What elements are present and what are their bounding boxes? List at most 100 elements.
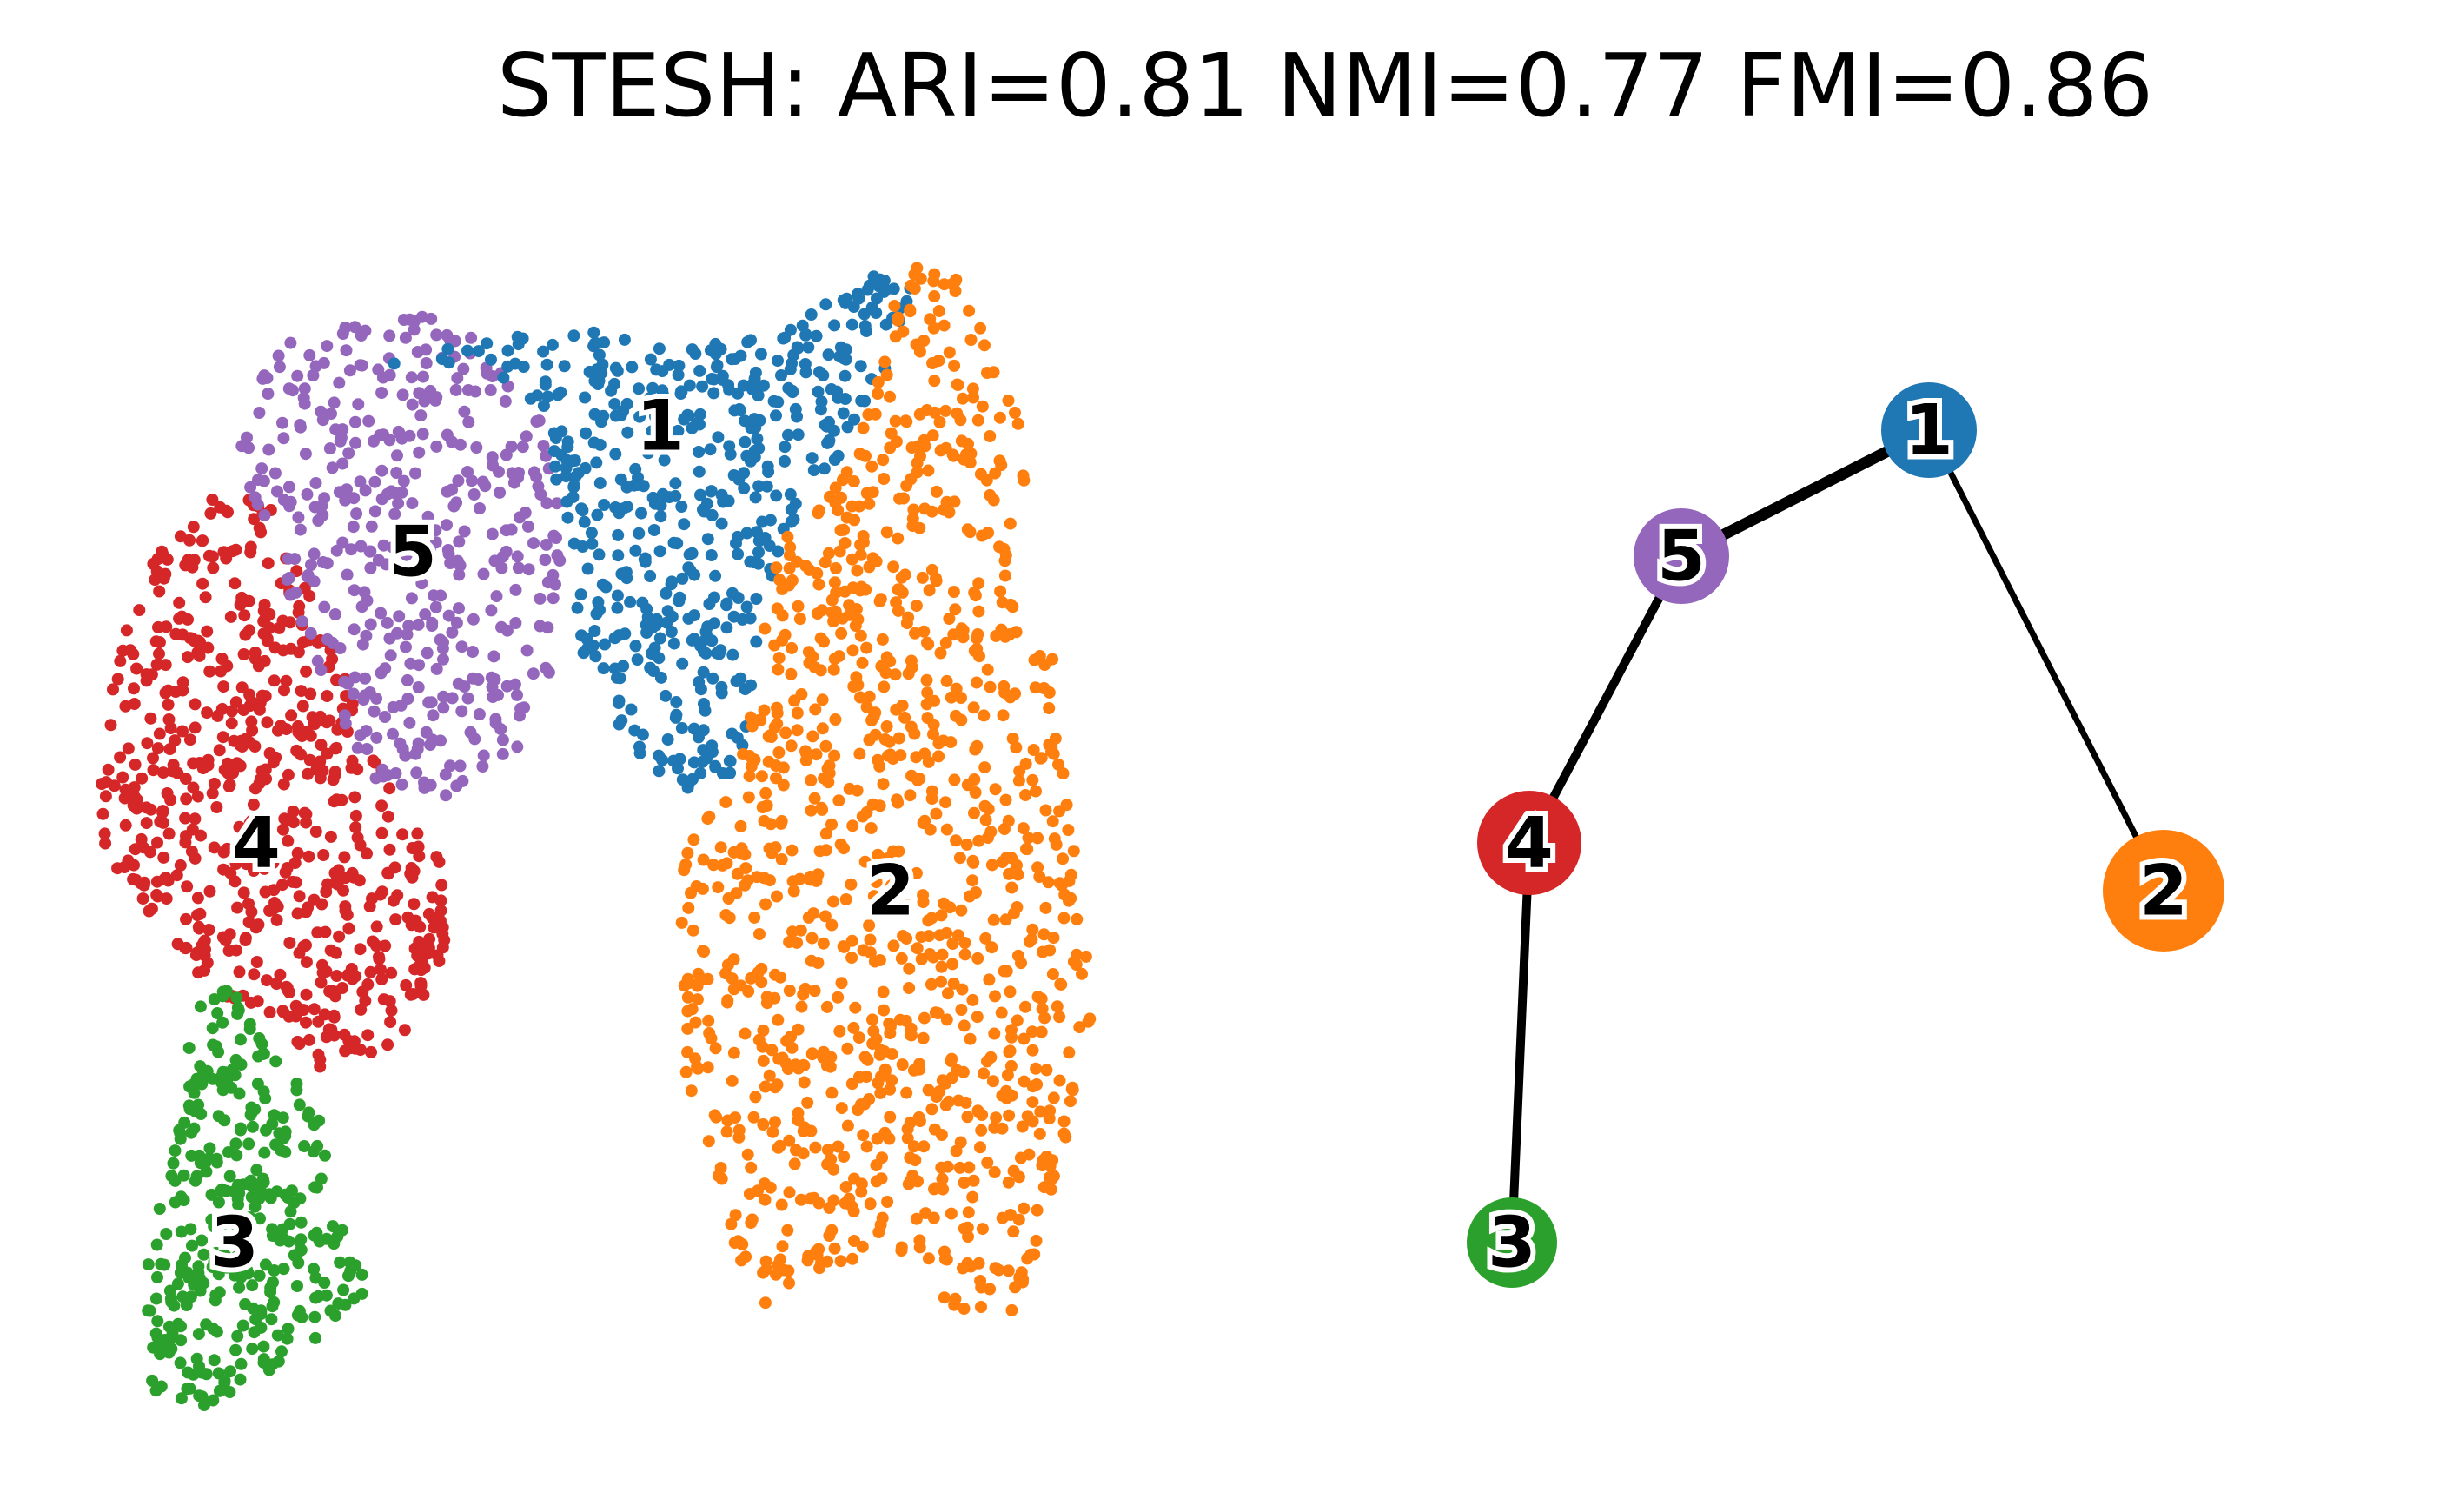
scatter-point-cluster-5 [451,372,464,385]
scatter-point-cluster-1 [587,326,600,339]
scatter-point-cluster-1 [650,613,663,626]
scatter-point-cluster-5 [273,361,286,374]
scatter-point-cluster-5 [368,475,381,488]
scatter-point-cluster-2 [709,1042,722,1055]
scatter-point-cluster-3 [273,1127,286,1140]
scatter-point-cluster-1 [726,648,739,661]
scatter-point-cluster-3 [275,1230,288,1242]
scatter-point-cluster-3 [282,1323,295,1336]
scatter-point-cluster-2 [722,892,735,905]
scatter-point-cluster-2 [1051,1000,1064,1013]
scatter-point-cluster-5 [304,627,317,640]
scatter-point-cluster-2 [878,473,891,485]
scatter-point-cluster-2 [865,460,878,473]
scatter-point-cluster-1 [786,384,799,397]
scatter-point-cluster-5 [369,772,382,785]
scatter-point-cluster-3 [189,1104,202,1117]
scatter-point-cluster-5 [455,705,468,718]
scatter-point-cluster-5 [388,507,401,521]
scatter-point-cluster-2 [971,414,984,427]
scatter-point-cluster-3 [211,1007,224,1019]
scatter-point-cluster-4 [201,625,214,638]
scatter-point-cluster-2 [755,770,768,783]
scatter-point-cluster-2 [860,1071,873,1083]
scatter-point-cluster-2 [812,868,825,881]
scatter-point-cluster-5 [330,544,343,557]
scatter-point-cluster-2 [990,1111,1003,1124]
scatter-point-cluster-2 [874,1044,887,1057]
scatter-point-cluster-1 [587,436,600,449]
scatter-point-cluster-1 [615,714,628,727]
scatter-point-cluster-2 [1026,773,1039,786]
scatter-point-cluster-4 [251,852,264,865]
scatter-point-cluster-2 [988,1166,1001,1178]
scatter-point-cluster-2 [931,1007,945,1019]
scatter-point-cluster-2 [902,611,915,624]
scatter-point-cluster-1 [750,635,763,648]
scatter-point-cluster-3 [283,1217,296,1230]
scatter-point-cluster-1 [727,610,740,623]
scatter-point-cluster-4 [150,565,163,578]
scatter-point-cluster-5 [359,484,372,497]
scatter-point-cluster-3 [243,1023,256,1035]
scatter-point-cluster-2 [742,985,755,998]
scatter-point-cluster-2 [955,434,968,448]
scatter-point-cluster-3 [295,1243,308,1257]
scatter-point-cluster-5 [328,608,341,620]
scatter-point-cluster-1 [723,754,736,767]
scatter-point-cluster-2 [692,967,705,980]
scatter-point-cluster-1 [558,360,571,373]
scatter-point-cluster-5 [473,708,486,720]
scatter-point-cluster-3 [163,1320,176,1333]
scatter-point-cluster-2 [863,919,876,932]
scatter-point-cluster-3 [293,1098,306,1111]
scatter-point-cluster-2 [1035,1025,1048,1038]
scatter-point-cluster-2 [901,899,914,912]
scatter-point-cluster-3 [254,1212,266,1225]
scatter-point-cluster-3 [171,1277,184,1290]
scatter-point-cluster-5 [326,461,339,474]
scatter-point-cluster-4 [361,847,373,860]
scatter-point-cluster-5 [522,563,535,576]
scatter-point-cluster-4 [180,792,193,806]
scatter-point-cluster-2 [791,706,804,720]
scatter-point-cluster-2 [957,392,969,405]
scatter-point-cluster-4 [233,820,246,833]
graph-node-label-4: 4 [1505,803,1554,884]
scatter-point-cluster-2 [938,1291,951,1304]
scatter-point-cluster-2 [984,1051,998,1064]
scatter-point-cluster-3 [151,1315,164,1328]
scatter-point-cluster-2 [1002,1176,1015,1189]
scatter-point-cluster-2 [1003,1109,1016,1122]
scatter-point-cluster-2 [788,1157,801,1170]
scatter-point-cluster-2 [905,654,918,667]
scatter-point-cluster-1 [646,425,659,438]
scatter-point-cluster-2 [1063,874,1076,887]
scatter-point-cluster-2 [994,585,1007,598]
scatter-point-cluster-4 [292,646,305,659]
scatter-point-cluster-2 [966,382,979,395]
scatter-point-cluster-2 [1031,832,1044,845]
scatter-point-cluster-4 [173,596,186,609]
scatter-point-cluster-1 [669,711,682,724]
scatter-point-cluster-2 [779,726,792,739]
scatter-point-cluster-4 [189,721,202,734]
scatter-point-cluster-5 [477,567,490,580]
scatter-point-cluster-2 [884,390,896,403]
scatter-point-cluster-5 [492,688,504,701]
scatter-point-cluster-3 [344,1264,357,1277]
scatter-point-cluster-4 [162,874,175,887]
scatter-point-cluster-3 [158,1258,171,1271]
scatter-point-cluster-3 [192,1260,205,1273]
scatter-point-cluster-4 [242,594,255,607]
scatter-point-cluster-4 [153,585,166,598]
scatter-point-cluster-2 [880,526,893,539]
scatter-point-cluster-5 [242,441,255,454]
scatter-point-cluster-3 [308,1181,321,1194]
scatter-point-cluster-5 [527,537,540,550]
cluster-label-2: 2 [866,851,915,932]
scatter-point-cluster-4 [210,801,223,813]
scatter-point-cluster-4 [315,976,328,989]
scatter-point-cluster-2 [1043,702,1056,714]
scatter-point-cluster-2 [1009,407,1021,419]
